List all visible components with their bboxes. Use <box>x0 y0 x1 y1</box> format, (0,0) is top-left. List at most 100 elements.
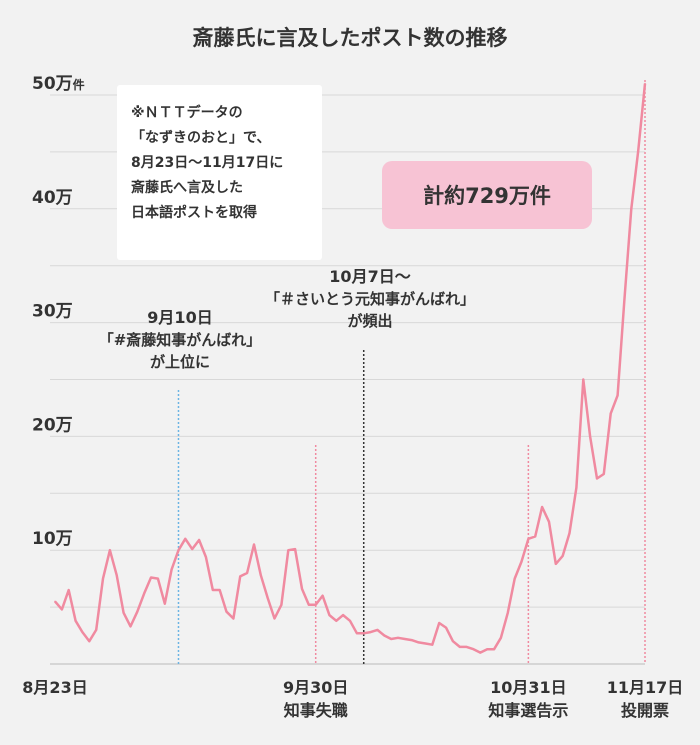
data-point <box>575 486 578 489</box>
x-tick-label: 10月31日 <box>490 678 567 697</box>
data-point <box>404 638 406 640</box>
annotation-date: 10月7日～ <box>329 267 411 286</box>
data-point <box>568 532 571 534</box>
data-point <box>273 617 276 620</box>
y-tick-label: 50万件 <box>32 74 85 94</box>
x-tick-label: 9月30日 <box>283 678 348 697</box>
y-tick-label: 40万 <box>32 188 73 208</box>
note-line: 「なずきのおと」で、 <box>131 130 271 146</box>
data-point <box>136 610 139 613</box>
data-point <box>95 629 97 631</box>
data-point <box>500 637 502 639</box>
data-point <box>129 625 132 628</box>
x-tick-label: 11月17日 <box>607 678 684 697</box>
data-point <box>534 535 536 538</box>
data-point <box>582 378 585 381</box>
data-point <box>232 617 235 620</box>
data-point <box>383 634 386 637</box>
data-point <box>102 577 104 580</box>
data-point <box>445 626 447 629</box>
data-point <box>239 575 241 578</box>
annotation-date: 9月10日 <box>147 308 213 327</box>
data-point <box>486 648 489 650</box>
note-line: 斎藤氏へ言及した <box>131 180 243 196</box>
data-point <box>198 539 200 541</box>
note-line: 8月23日～11月17日に <box>131 155 284 171</box>
data-point <box>150 576 152 579</box>
data-point <box>88 640 91 642</box>
data-point <box>548 521 550 523</box>
data-point <box>637 151 639 153</box>
data-point <box>157 577 159 580</box>
annotation-oct7: 10月7日～ 「＃さいとう元知事がんばれ」 が頻出 <box>250 266 490 332</box>
data-point <box>424 642 427 645</box>
annotation-text: が頻出 <box>347 312 393 330</box>
data-point <box>349 620 351 622</box>
data-point <box>527 538 530 540</box>
data-point <box>513 577 516 580</box>
x-tick-label: 8月23日 <box>22 678 87 697</box>
annotation-text: 「#斎藤知事がんばれ」 <box>98 331 262 349</box>
y-tick-label: 30万 <box>32 302 73 322</box>
total-badge: 計約729万件 <box>382 161 592 229</box>
data-point <box>459 646 461 648</box>
data-point <box>342 614 344 616</box>
y-tick-value: 20万 <box>32 415 73 435</box>
data-point <box>328 614 331 616</box>
data-point <box>61 608 63 611</box>
data-point <box>390 638 393 640</box>
data-point <box>67 589 70 591</box>
data-point <box>143 592 145 595</box>
y-tick-unit: 件 <box>73 77 85 92</box>
data-point <box>294 548 296 550</box>
data-point <box>280 604 283 606</box>
x-tick-sublabel: 知事失職 <box>284 701 348 720</box>
data-point <box>452 640 454 642</box>
data-point <box>205 556 207 558</box>
data-point <box>218 589 221 591</box>
y-tick-value: 40万 <box>32 188 73 208</box>
data-point <box>520 560 523 563</box>
x-tick-sublabel: 投開票 <box>621 701 669 720</box>
data-point <box>630 208 633 210</box>
y-tick-value: 30万 <box>32 302 73 322</box>
annotation-text: が上位に <box>149 353 210 371</box>
data-point <box>561 555 564 557</box>
annotation-text: 「＃さいとう元知事がんばれ」 <box>264 290 475 308</box>
data-point <box>122 612 125 614</box>
data-source-note: ※ＮＴＴデータの 「なずきのおと」で、 8月23日～11月17日に 斎藤氏へ言及… <box>117 85 322 260</box>
data-point <box>555 563 557 565</box>
y-tick-label: 20万 <box>32 415 73 435</box>
data-point <box>609 412 612 415</box>
data-point <box>410 639 413 641</box>
data-point <box>212 589 214 591</box>
data-point <box>177 549 180 551</box>
data-point <box>246 572 248 574</box>
data-point <box>589 435 591 438</box>
series-layer <box>54 82 647 654</box>
data-point <box>170 568 173 571</box>
event-lines <box>177 80 646 664</box>
data-point <box>623 299 626 301</box>
data-point <box>507 612 509 614</box>
data-point <box>616 394 619 397</box>
data-point <box>335 620 338 622</box>
data-point <box>287 549 290 551</box>
data-point <box>314 604 317 606</box>
x-tick-sublabel: 知事選告示 <box>488 701 568 720</box>
y-tick-value: 50万 <box>32 74 73 94</box>
data-point <box>164 602 166 605</box>
data-point <box>225 610 228 613</box>
data-point <box>596 477 598 480</box>
data-point <box>115 574 118 576</box>
note-line: 日本語ポストを取得 <box>131 205 257 221</box>
data-point <box>438 622 441 624</box>
data-point <box>191 548 193 550</box>
data-point <box>362 632 365 635</box>
data-point <box>74 620 77 622</box>
data-point <box>266 597 269 599</box>
y-tick-label: 10万 <box>32 529 73 549</box>
data-point <box>541 506 543 508</box>
data-point <box>301 588 303 590</box>
